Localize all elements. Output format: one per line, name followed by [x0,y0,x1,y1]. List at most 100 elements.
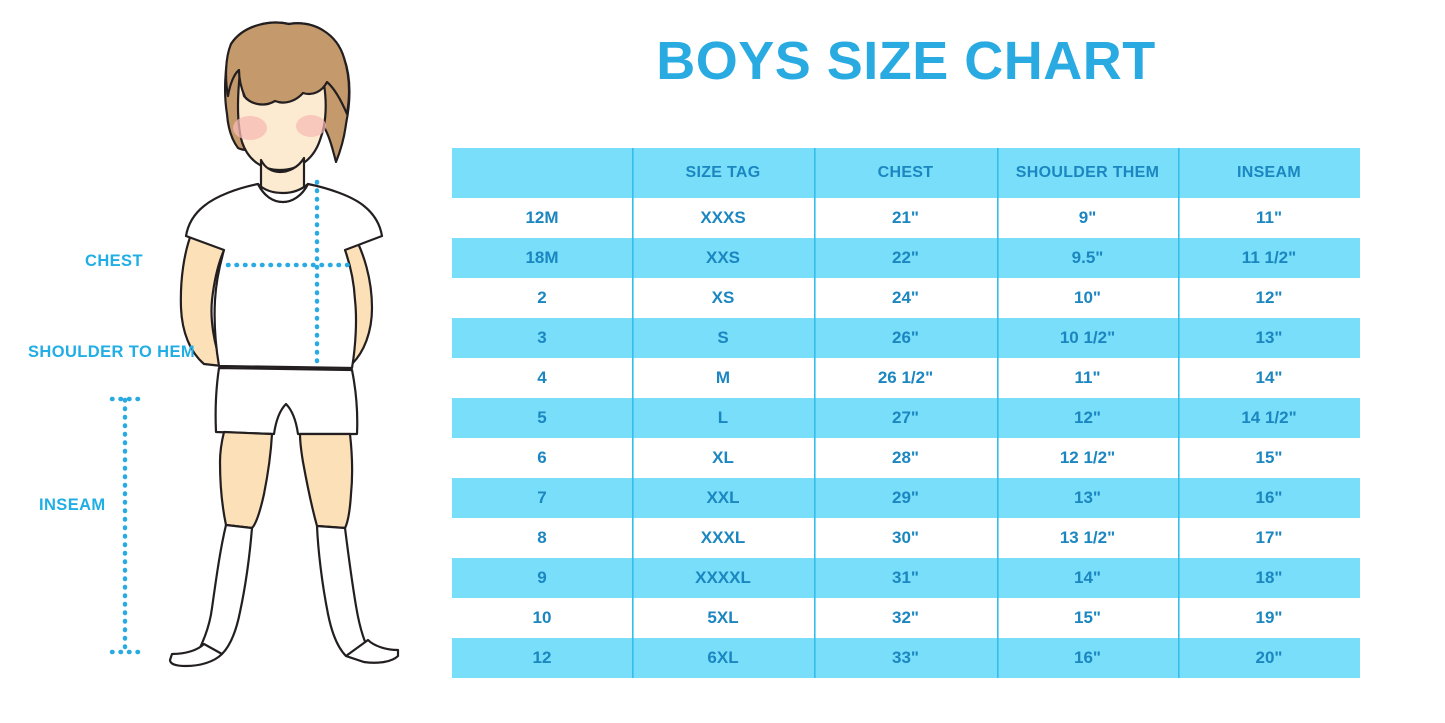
cell-value: XXXS [632,198,814,238]
cell-age: 10 [452,598,632,638]
table-column-header-1: SIZE TAG [632,148,814,198]
hair-fringe-shape [224,21,351,116]
cell-age: 12 [452,638,632,678]
cell-age: 12M [452,198,632,238]
foot-right-shape [344,638,400,664]
table-row: 7 XXL 29" 13" 16" [452,478,1360,518]
cell-age: 8 [452,518,632,558]
table-row: 12 6XL 33" 16" 20" [452,638,1360,678]
leg-left-shape [218,430,274,530]
cell-age: 5 [452,398,632,438]
cell-value: 18" [1178,558,1360,598]
arm-left-shape [179,230,226,368]
cell-value: 11" [997,358,1178,398]
cell-value: 22" [814,238,997,278]
cell-age: 6 [452,438,632,478]
cell-age: 9 [452,558,632,598]
cell-value: 14" [997,558,1178,598]
boy-figure-illustration: CHEST SHOULDER TO HEM INSEAM [0,0,440,723]
cell-age: 4 [452,358,632,398]
cell-value: 17" [1178,518,1360,558]
cell-value: 30" [814,518,997,558]
table-row: 6 XL 28" 12 1/2" 15" [452,438,1360,478]
cell-value: 15" [997,598,1178,638]
cell-value: 9" [997,198,1178,238]
cell-value: 15" [1178,438,1360,478]
table-row: 2 XS 24" 10" 12" [452,278,1360,318]
cell-age: 7 [452,478,632,518]
cell-value: 6XL [632,638,814,678]
cell-value: 9.5" [997,238,1178,278]
cell-value: 11 1/2" [1178,238,1360,278]
cell-value: 10" [997,278,1178,318]
cell-value: 31" [814,558,997,598]
table-row: 8 XXXL 30" 13 1/2" 17" [452,518,1360,558]
cell-value: XXS [632,238,814,278]
cell-age: 2 [452,278,632,318]
cell-value: XXXXL [632,558,814,598]
table-row: 4 M 26 1/2" 11" 14" [452,358,1360,398]
cell-value: 12" [1178,278,1360,318]
tshirt-collar-shape [256,182,310,204]
boy-figure-svg [109,21,400,668]
cell-value: M [632,358,814,398]
cell-value: 5XL [632,598,814,638]
table-column-header-2: CHEST [814,148,997,198]
cell-value: L [632,398,814,438]
cell-value: 19" [1178,598,1360,638]
cell-value: 13" [997,478,1178,518]
table-row: 9 XXXXL 31" 14" 18" [452,558,1360,598]
cell-value: 13" [1178,318,1360,358]
cell-value: S [632,318,814,358]
cell-value: 12" [997,398,1178,438]
cell-value: 13 1/2" [997,518,1178,558]
cell-value: 11" [1178,198,1360,238]
cell-value: 27" [814,398,997,438]
cell-value: 20" [1178,638,1360,678]
cell-value: 32" [814,598,997,638]
table-column-header-4: INSEAM [1178,148,1360,198]
cell-value: 26 1/2" [814,358,997,398]
cell-age: 18M [452,238,632,278]
page-title: BOYS SIZE CHART [656,31,1156,91]
sock-left-shape [196,523,254,664]
cell-value: 28" [814,438,997,478]
foot-left-shape [168,642,224,668]
table-row: 10 5XL 32" 15" 19" [452,598,1360,638]
cell-value: 33" [814,638,997,678]
cell-value: XL [632,438,814,478]
cheek-right-icon [296,115,326,137]
cell-value: 21" [814,198,997,238]
table-header: SIZE TAG CHEST SHOULDER THEM INSEAM [452,148,1360,198]
cell-value: 29" [814,478,997,518]
cell-value: 10 1/2" [997,318,1178,358]
table-row: 3 S 26" 10 1/2" 13" [452,318,1360,358]
cell-value: 14 1/2" [1178,398,1360,438]
table-row: 18M XXS 22" 9.5" 11 1/2" [452,238,1360,278]
cell-value: 16" [997,638,1178,678]
table-body: 12M XXXS 21" 9" 11" 18M XXS 22" 9.5" 11 1/2" 2 XS 24… [452,198,1360,678]
cell-value: 16" [1178,478,1360,518]
cell-value: XXXL [632,518,814,558]
inseam-measure-label: INSEAM [39,496,106,514]
table-header-row: SIZE TAG CHEST SHOULDER THEM INSEAM [452,148,1360,198]
cell-value: 24" [814,278,997,318]
cheek-left-icon [233,116,267,140]
cell-value: 14" [1178,358,1360,398]
sock-right-shape [315,524,372,664]
table-column-header-3: SHOULDER THEM [997,148,1178,198]
chest-measure-label: CHEST [85,252,143,270]
table-column-header-0 [452,148,632,198]
cell-value: 12 1/2" [997,438,1178,478]
cell-age: 3 [452,318,632,358]
cell-value: XS [632,278,814,318]
shorts-shape [214,366,359,436]
table-row: 12M XXXS 21" 9" 11" [452,198,1360,238]
cell-value: 26" [814,318,997,358]
table-row: 5 L 27" 12" 14 1/2" [452,398,1360,438]
shoulder-to-hem-measure-label: SHOULDER TO HEM [28,343,196,361]
cell-value: XXL [632,478,814,518]
leg-right-shape [298,432,354,530]
size-chart-table: SIZE TAG CHEST SHOULDER THEM INSEAM 12M XXXS… [452,148,1360,678]
